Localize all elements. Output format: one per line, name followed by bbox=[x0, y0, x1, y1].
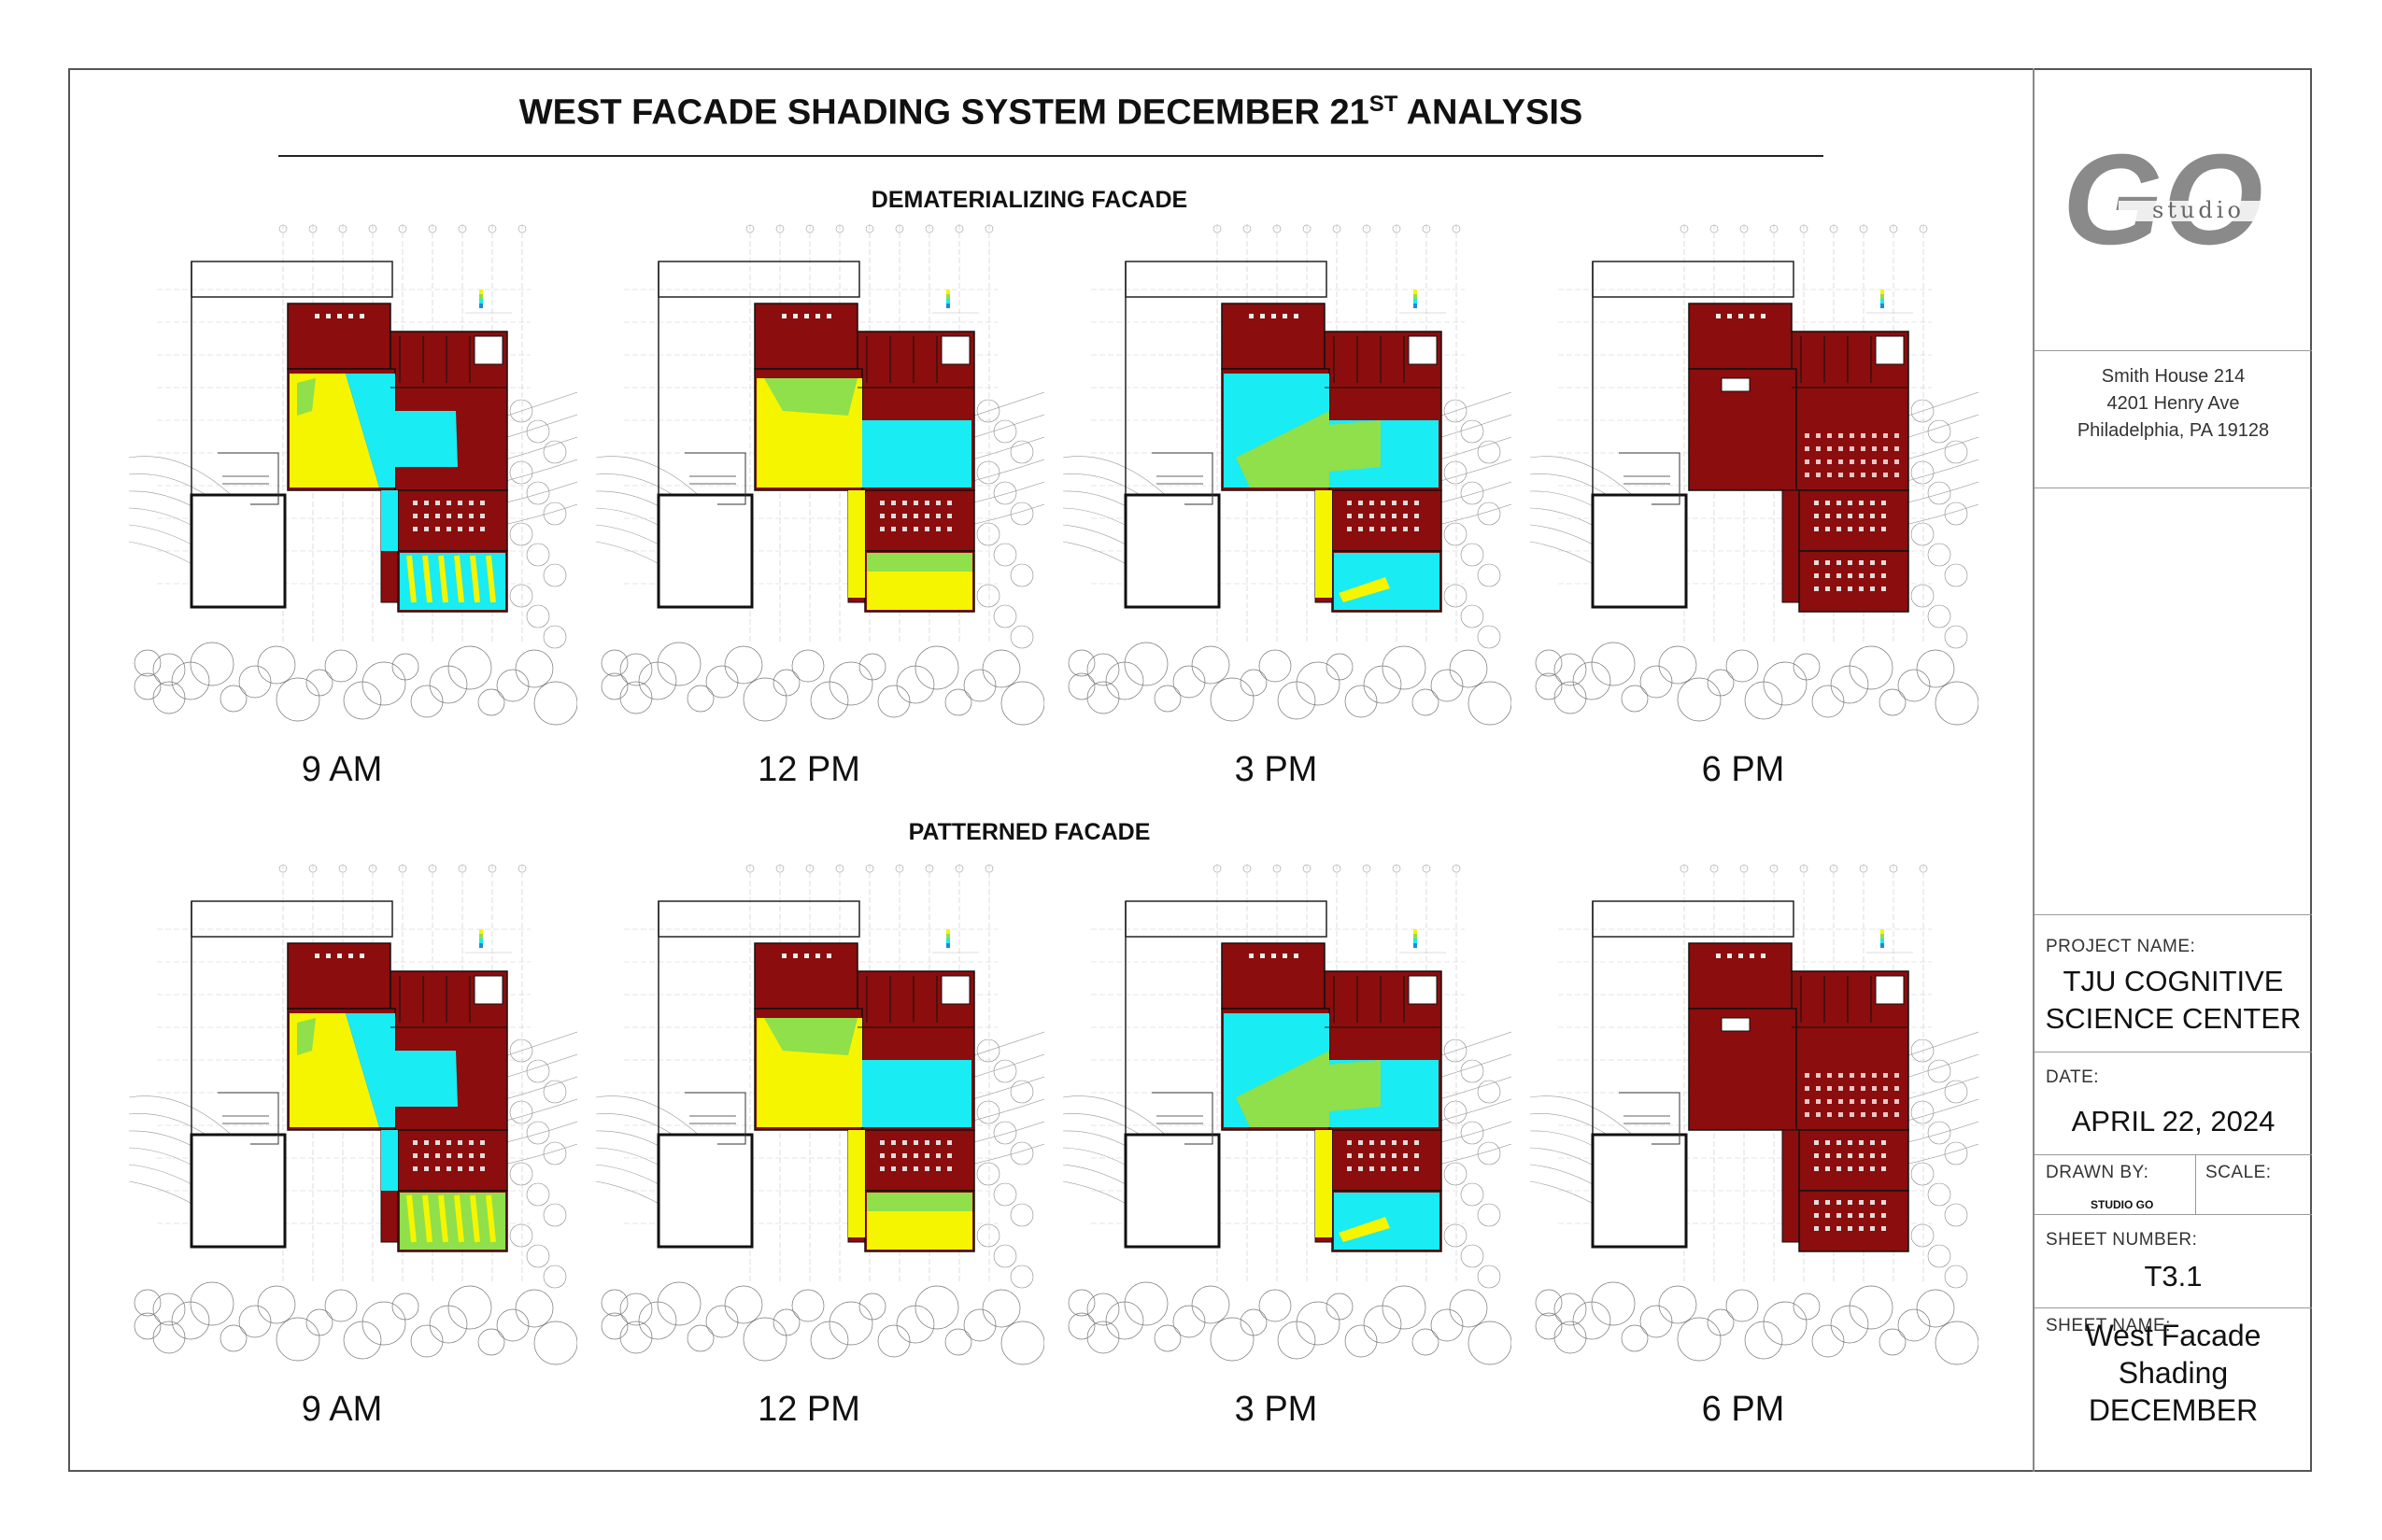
section-heading-patterned: PATTERNED FACADE bbox=[908, 819, 1151, 845]
address-line-3: Philadelphia, PA 19128 bbox=[2077, 420, 2270, 441]
time-label: 12 PM bbox=[758, 750, 860, 789]
shading-analysis-plan bbox=[595, 864, 1045, 1368]
time-label: 12 PM bbox=[758, 1390, 860, 1429]
project-name-line-1: TJU COGNITIVE bbox=[2063, 965, 2284, 997]
address-line-1: Smith House 214 bbox=[2101, 366, 2246, 387]
sheet-number-label: SHEET NUMBER: bbox=[2046, 1230, 2198, 1250]
date-value: APRIL 22, 2024 bbox=[2071, 1105, 2276, 1137]
shading-analysis-plan bbox=[128, 224, 578, 728]
scale-label: SCALE: bbox=[2205, 1163, 2272, 1182]
sheet-name-label: SHEET NAME: bbox=[2046, 1316, 2171, 1335]
time-label: 3 PM bbox=[1234, 750, 1318, 789]
shading-analysis-plan bbox=[1062, 224, 1512, 728]
section-heading-dematerializing: DEMATERIALIZING FACADE bbox=[871, 187, 1188, 213]
title-block-divider bbox=[2035, 1307, 2312, 1308]
drawn-by-label: DRAWN BY: bbox=[2046, 1163, 2149, 1182]
sheet-name: West Facade Shading DECEMBER bbox=[2035, 1317, 2312, 1429]
sheet-title: WEST FACADE SHADING SYSTEM DECEMBER 21ST… bbox=[280, 92, 1822, 134]
time-label: 6 PM bbox=[1701, 750, 1785, 789]
project-name-label: PROJECT NAME: bbox=[2046, 937, 2196, 956]
title-block-divider bbox=[2035, 350, 2312, 351]
sheet-title-main: WEST FACADE SHADING SYSTEM DECEMBER 21 bbox=[518, 92, 1369, 133]
sheet-number: T3.1 bbox=[2144, 1260, 2203, 1293]
time-label: 6 PM bbox=[1701, 1390, 1785, 1429]
title-block-divider bbox=[2035, 1154, 2312, 1155]
title-block-divider bbox=[2195, 1154, 2196, 1214]
date-label: DATE: bbox=[2046, 1067, 2100, 1087]
shading-analysis-plan bbox=[128, 864, 578, 1368]
project-name-line-2: SCIENCE CENTER bbox=[2045, 1002, 2302, 1035]
sheet-title-superscript: ST bbox=[1368, 92, 1398, 117]
title-block-divider bbox=[2035, 1052, 2312, 1053]
sheet-name-line-2: Shading bbox=[2118, 1356, 2229, 1390]
title-block-divider bbox=[2035, 914, 2312, 915]
title-block: GO studio Smith House 214 4201 Henry Ave… bbox=[2033, 68, 2312, 1472]
shading-analysis-plan bbox=[595, 224, 1045, 728]
time-label: 9 AM bbox=[301, 750, 383, 789]
drawing-sheet bbox=[68, 68, 2312, 1472]
sheet-name-line-3: DECEMBER bbox=[2088, 1393, 2259, 1427]
shading-analysis-plan bbox=[1529, 864, 1979, 1368]
shading-analysis-plan bbox=[1062, 864, 1512, 1368]
title-block-divider bbox=[2035, 1214, 2312, 1215]
drawn-by-value: STUDIO GO bbox=[2091, 1198, 2154, 1211]
logo-sub-text: studio bbox=[2152, 197, 2245, 223]
shading-analysis-plan bbox=[1529, 224, 1979, 728]
project-name: TJU COGNITIVE SCIENCE CENTER bbox=[2035, 963, 2312, 1038]
studio-logo: GO studio bbox=[2061, 128, 2285, 272]
studio-go-logo-icon: GO studio bbox=[2063, 128, 2276, 272]
logo-main-text: GO bbox=[2063, 134, 2263, 255]
title-block-divider bbox=[2035, 487, 2312, 488]
time-label: 9 AM bbox=[301, 1390, 383, 1429]
studio-address: Smith House 214 4201 Henry Ave Philadelp… bbox=[2035, 363, 2312, 445]
address-line-2: 4201 Henry Ave bbox=[2106, 393, 2240, 414]
sheet-title-tail: ANALYSIS bbox=[1397, 92, 1583, 133]
sheet-name-line-1: West Facade bbox=[2085, 1319, 2261, 1352]
time-label: 3 PM bbox=[1234, 1390, 1318, 1429]
title-underline bbox=[278, 155, 1823, 157]
